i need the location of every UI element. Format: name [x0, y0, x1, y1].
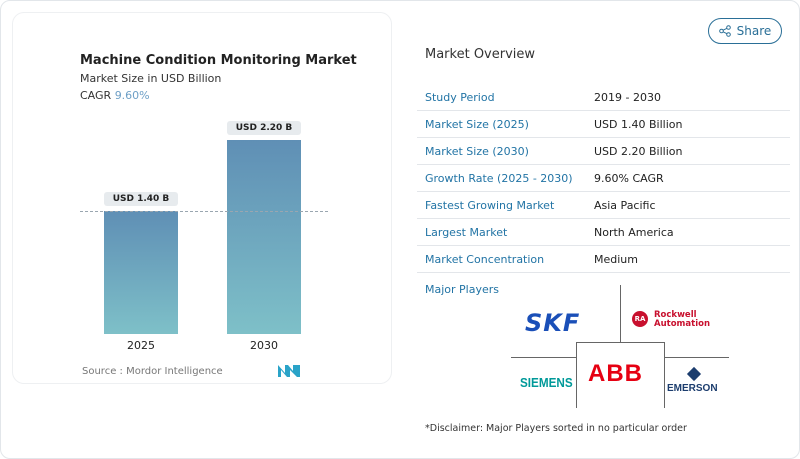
row-label: Fastest Growing Market: [425, 198, 555, 212]
share-icon: [718, 25, 731, 37]
bar-2030: [227, 140, 301, 334]
chart-card: [12, 12, 392, 384]
row-value: North America: [594, 225, 674, 239]
overview-row: Market Size (2030) USD 2.20 Billion: [417, 138, 790, 165]
rockwell-logo: Rockwell Automation: [654, 310, 710, 329]
row-value: Medium: [594, 252, 638, 266]
row-label: Growth Rate (2025 - 2030): [425, 171, 573, 185]
siemens-logo: SIEMENS: [520, 375, 573, 390]
divider: [664, 357, 729, 358]
x-tick-label: 2030: [250, 339, 278, 352]
share-button[interactable]: Share: [708, 18, 782, 44]
overview-row: Fastest Growing Market Asia Pacific: [417, 192, 790, 219]
row-label: Market Size (2030): [425, 144, 529, 158]
overview-row: Market Size (2025) USD 1.40 Billion: [417, 111, 790, 138]
data-label: USD 1.40 B: [104, 191, 178, 206]
cagr-label: CAGR: [80, 89, 112, 102]
share-label: Share: [736, 24, 772, 38]
overview-title: Market Overview: [425, 47, 536, 62]
chart-cagr: CAGR 9.60%: [80, 89, 150, 102]
overview-row: Growth Rate (2025 - 2030) 9.60% CAGR: [417, 165, 790, 192]
abb-logo: ABB: [588, 360, 643, 387]
reference-line: [80, 211, 328, 212]
overview-row: Market Concentration Medium: [417, 246, 790, 273]
divider: [620, 285, 621, 342]
row-label: Study Period: [425, 90, 495, 104]
row-value: 9.60% CAGR: [594, 171, 664, 185]
row-value: 2019 - 2030: [594, 90, 661, 104]
emerson-logo: EMERSON: [667, 383, 718, 394]
x-tick-label: 2025: [127, 339, 155, 352]
skf-logo: SKF: [525, 309, 581, 337]
chart-subtitle: Market Size in USD Billion: [80, 72, 222, 85]
rockwell-logo-icon: RA: [632, 311, 648, 327]
disclaimer: *Disclaimer: Major Players sorted in no …: [425, 423, 687, 434]
row-label: Market Concentration: [425, 252, 545, 266]
row-value: Asia Pacific: [594, 198, 656, 212]
mordor-logo-icon: [278, 365, 300, 377]
row-value: USD 2.20 Billion: [594, 144, 683, 158]
major-players-title: Major Players: [425, 283, 499, 296]
data-label: USD 2.20 B: [227, 121, 301, 135]
bar-2025: [104, 210, 178, 334]
overview-row: Study Period 2019 - 2030: [417, 84, 790, 111]
cagr-value: 9.60%: [114, 89, 150, 102]
row-label: Largest Market: [425, 225, 508, 239]
row-value: USD 1.40 Billion: [594, 117, 683, 131]
divider: [511, 357, 576, 358]
row-label: Market Size (2025): [425, 117, 529, 131]
abb-box: [576, 342, 665, 408]
overview-row: Largest Market North America: [417, 219, 790, 246]
chart-title: Machine Condition Monitoring Market: [80, 53, 357, 68]
chart-source: Source : Mordor Intelligence: [82, 366, 223, 377]
